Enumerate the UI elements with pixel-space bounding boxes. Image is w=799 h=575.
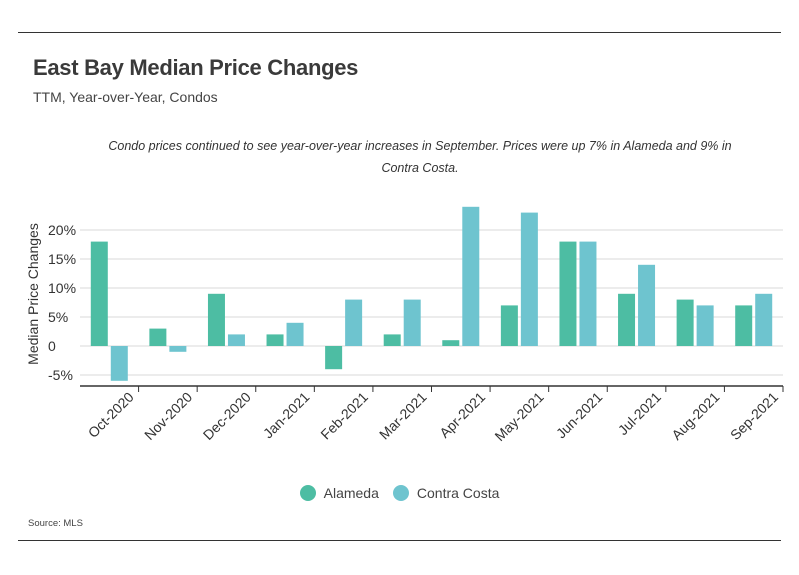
x-tick-label: Jan-2021: [260, 389, 313, 442]
bar-contra-costa: [110, 346, 128, 381]
chart-subtitle: TTM, Year-over-Year, Condos: [33, 89, 218, 105]
bar-contra-costa: [520, 212, 538, 346]
bar-contra-costa: [345, 299, 363, 346]
x-tick-label: Feb-2021: [317, 389, 371, 443]
legend-label-alameda: Alameda: [323, 485, 379, 501]
x-tick-label: Apr-2021: [436, 389, 488, 441]
y-tick-label: 0: [48, 338, 56, 354]
x-tick-label: Jun-2021: [553, 389, 606, 442]
top-rule: [18, 32, 781, 33]
bar-alameda: [90, 241, 108, 346]
bar-contra-costa: [696, 305, 714, 346]
x-tick-label: Oct-2020: [85, 389, 137, 441]
legend-label-contra-costa: Contra Costa: [416, 485, 500, 501]
x-tick-label: Nov-2020: [141, 389, 195, 443]
bar-contra-costa: [579, 241, 597, 346]
x-tick-label: Mar-2021: [376, 389, 430, 443]
bar-alameda: [618, 293, 636, 346]
legend-swatch-contra-costa: [392, 485, 409, 501]
bar-alameda: [735, 305, 753, 346]
y-tick-label: 10%: [48, 280, 76, 296]
bar-alameda: [266, 334, 284, 346]
legend-item-contra-costa: Contra Costa: [392, 485, 500, 501]
chart-annotation: Condo prices continued to see year-over-…: [108, 139, 732, 175]
bar-contra-costa: [638, 264, 656, 346]
y-axis-label: Median Price Changes: [25, 223, 41, 365]
bar-contra-costa: [755, 293, 773, 346]
y-tick-label: -5%: [48, 367, 73, 383]
bar-alameda: [383, 334, 401, 346]
bar-contra-costa: [403, 299, 421, 346]
bar-alameda: [207, 293, 225, 346]
bar-alameda: [442, 340, 460, 346]
bottom-rule: [18, 540, 781, 541]
bar-alameda: [500, 305, 518, 346]
bar-contra-costa: [169, 346, 187, 352]
bar-alameda: [559, 241, 577, 346]
bar-alameda: [149, 328, 167, 346]
source-note: Source: MLS: [28, 518, 83, 529]
chart-title: East Bay Median Price Changes: [33, 55, 359, 80]
x-tick-label: Sep-2021: [727, 389, 781, 443]
y-tick-label: 5%: [48, 309, 68, 325]
y-tick-label: 20%: [48, 222, 76, 238]
y-tick-label: 15%: [48, 251, 76, 267]
legend-swatch-alameda: [299, 485, 316, 501]
bar-contra-costa: [286, 322, 304, 346]
bar-alameda: [676, 299, 694, 346]
x-tick-label: Aug-2021: [668, 389, 722, 443]
bar-contra-costa: [462, 206, 480, 346]
legend: Alameda Contra Costa: [0, 485, 799, 501]
bar-contra-costa: [227, 334, 245, 346]
bar-alameda: [325, 346, 343, 370]
legend-item-alameda: Alameda: [299, 485, 379, 501]
x-tick-label: Jul-2021: [615, 389, 664, 438]
x-tick-label: Dec-2020: [200, 389, 254, 443]
x-tick-label: May-2021: [491, 389, 546, 444]
